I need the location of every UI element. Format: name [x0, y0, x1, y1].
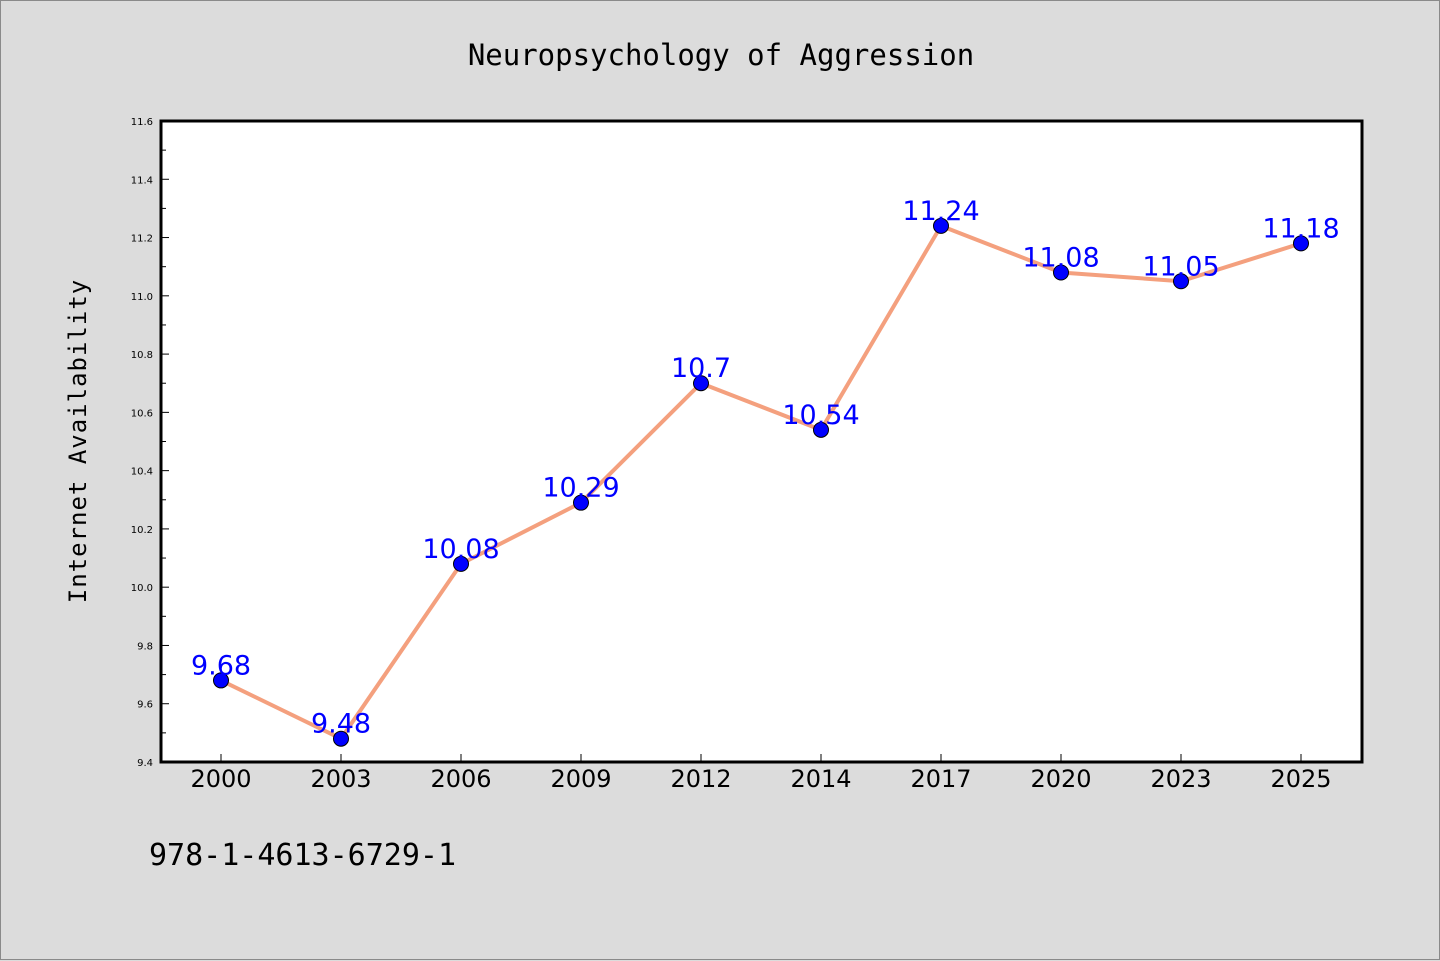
x-tick-label: 2017	[910, 765, 971, 793]
y-tick-label: 9.4	[137, 758, 153, 769]
y-tick-label: 10.6	[131, 408, 153, 419]
data-point	[693, 375, 709, 392]
x-tick-label: 2025	[1270, 765, 1331, 793]
data-label: 11.18	[1262, 213, 1339, 244]
data-label: 11.08	[1022, 243, 1099, 274]
y-tick-label: 10.2	[131, 525, 153, 536]
data-point	[1053, 264, 1069, 281]
data-point	[1293, 235, 1309, 252]
data-label: 9.48	[311, 709, 371, 740]
y-axis-label: Internet Availability	[64, 279, 92, 603]
x-tick-label: 2006	[430, 765, 491, 793]
series-line	[220, 223, 1302, 741]
data-point	[1173, 273, 1189, 290]
data-markers	[213, 217, 1309, 747]
data-point	[333, 730, 349, 747]
x-tick-label: 2023	[1150, 765, 1211, 793]
data-point	[933, 217, 949, 234]
y-tick-label: 11.4	[131, 175, 153, 186]
plot-area	[159, 119, 1364, 764]
data-point	[813, 421, 829, 438]
x-tick-label: 2020	[1030, 765, 1091, 793]
y-tick-label: 10.8	[131, 350, 153, 361]
x-tick-label: 2014	[790, 765, 851, 793]
data-label: 10.54	[782, 400, 859, 431]
data-label: 10.08	[422, 534, 499, 565]
y-tick-label: 9.6	[137, 700, 153, 711]
y-tick-label: 10.0	[131, 583, 153, 594]
chart-title: Neuropsychology of Aggression	[468, 38, 974, 72]
y-tick-label: 10.4	[131, 467, 153, 478]
data-point	[453, 555, 469, 572]
data-point	[573, 494, 589, 511]
data-labels: 9.68 9.48 10.08 10.29 10.7 10.54 11.24 11.08 11.…	[191, 196, 1340, 740]
x-axis-ticks: 2000 2003 2006 2009 2012 2014 2017 2020 2023 2025	[190, 754, 1332, 793]
x-tick-label: 2012	[670, 765, 731, 793]
y-axis-ticks: 9.4 9.6 9.8 10.0 10.2 10.4 10.6 10.8 11.0 11.2 11.…	[131, 117, 169, 769]
y-tick-label: 9.8	[137, 641, 153, 652]
isbn-text: 978-1-4613-6729-1	[149, 838, 456, 873]
x-tick-label: 2003	[310, 765, 371, 793]
x-tick-label: 2009	[550, 765, 611, 793]
y-tick-label: 11.0	[131, 292, 153, 303]
data-label: 11.24	[902, 196, 979, 227]
data-label: 11.05	[1142, 251, 1219, 282]
data-label: 10.7	[671, 353, 731, 384]
data-point	[213, 672, 229, 689]
y-tick-label: 11.2	[131, 234, 153, 245]
y-tick-label: 11.6	[131, 117, 153, 128]
x-tick-label: 2000	[190, 765, 251, 793]
data-label: 10.29	[542, 473, 619, 504]
data-label: 9.68	[191, 650, 251, 681]
